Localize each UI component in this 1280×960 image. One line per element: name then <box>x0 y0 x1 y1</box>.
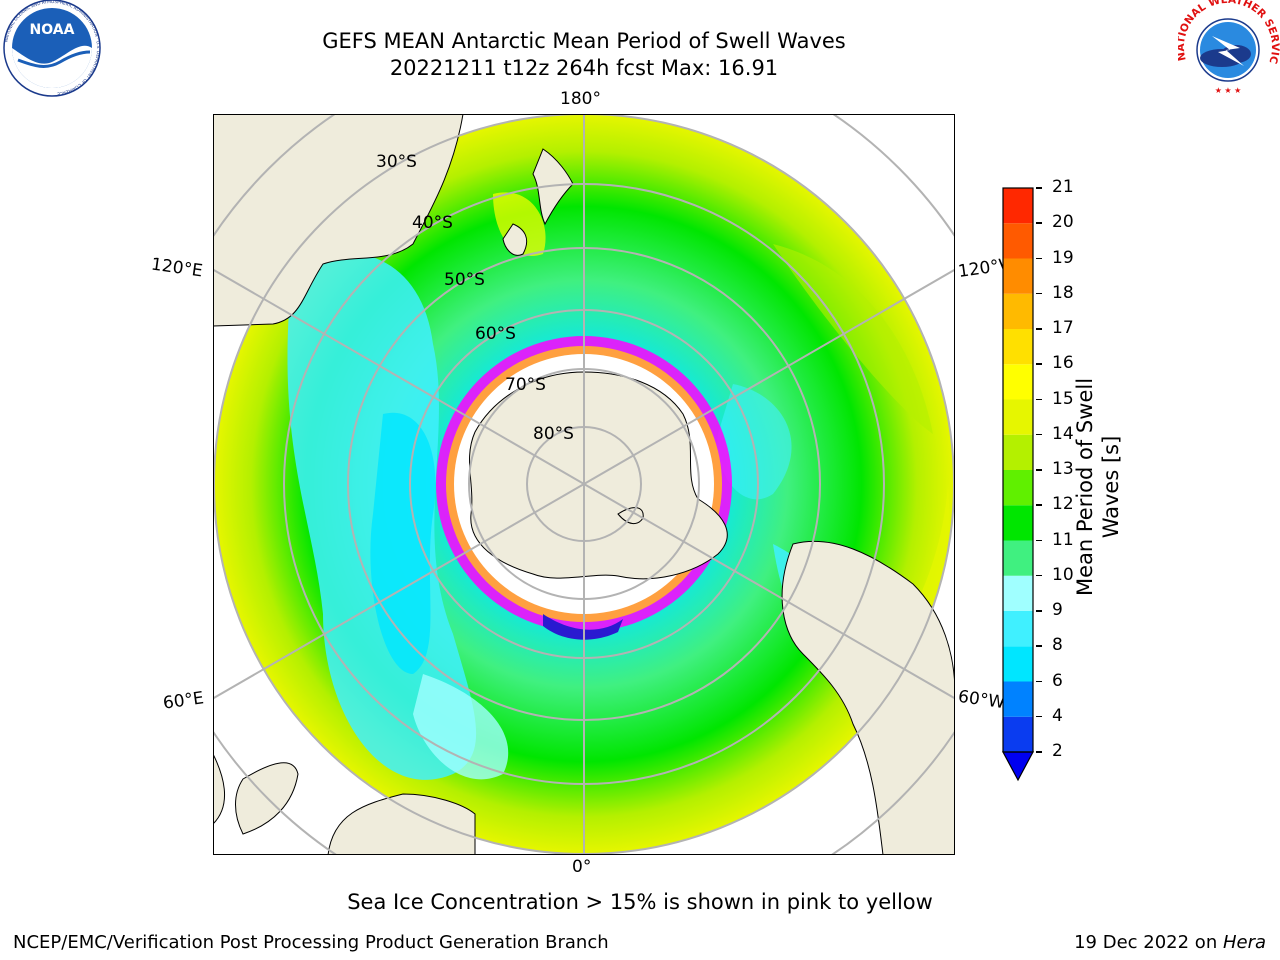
lat-label-30s: 30°S <box>376 152 417 172</box>
colorbar-tick-label: 21 <box>1052 177 1074 197</box>
colorbar-segment <box>1003 611 1033 647</box>
colorbar-tick-label: 11 <box>1052 529 1074 550</box>
colorbar-tick-label: 4 <box>1052 705 1063 726</box>
svg-text:★ ★ ★: ★ ★ ★ <box>1215 86 1242 95</box>
colorbar-segment <box>1003 540 1033 576</box>
lat-label-80s: 80°S <box>533 424 574 444</box>
lon-label-60w: 60°W <box>956 686 1007 714</box>
colorbar-tick-mark <box>1036 645 1042 647</box>
colorbar-tick-label: 9 <box>1052 600 1063 620</box>
colorbar-tick-label: 20 <box>1052 212 1074 233</box>
colorbar-tick-mark <box>1036 292 1042 295</box>
africa-land <box>327 793 476 855</box>
south-america-land <box>781 540 955 855</box>
colorbar-tick-mark <box>1036 363 1042 365</box>
footer-host: Hera <box>1222 932 1266 953</box>
colorbar-segment <box>1003 399 1033 435</box>
colorbar-segment <box>1003 364 1033 400</box>
noaa-logo-icon: NOAA NATIONAL OCEANIC AND ATMOSPHERIC AD… <box>3 0 101 97</box>
colorbar-segment <box>1003 716 1033 752</box>
colorbar-segment <box>1003 575 1033 611</box>
colorbar-tick-mark <box>1036 539 1042 541</box>
lat-label-50s: 50°S <box>444 270 485 290</box>
colorbar-tick-label: 13 <box>1052 459 1074 479</box>
colorbar-segment <box>1003 505 1033 541</box>
colorbar-tick-label: 14 <box>1052 423 1074 444</box>
colorbar-extend-triangle <box>1001 751 1035 782</box>
colorbar-segment <box>1003 329 1033 365</box>
lat-label-60s: 60°S <box>475 324 516 344</box>
colorbar-segment <box>1003 293 1033 329</box>
australia-land <box>213 114 464 327</box>
colorbar-tick-label: 6 <box>1052 670 1063 691</box>
colorbar-tick-mark <box>1036 187 1042 189</box>
colorbar-tick-label: 15 <box>1052 388 1074 409</box>
nws-logo-icon: NATIONAL WEATHER SERVICE ★ ★ ★ <box>1178 0 1280 95</box>
lon-label-180: 180° <box>560 89 601 109</box>
polar-map <box>213 114 955 855</box>
noaa-logo-text: NOAA <box>30 22 75 38</box>
colorbar-tick-mark <box>1036 433 1042 436</box>
colorbar-tick-mark <box>1036 574 1042 577</box>
colorbar-tick-label: 16 <box>1052 353 1074 374</box>
lat-label-40s: 40°S <box>412 213 453 233</box>
chart-title: GEFS MEAN Antarctic Mean Period of Swell… <box>322 29 846 53</box>
colorbar-label: Mean Period of Swell Waves [s] <box>1073 377 1123 597</box>
footer-credit: NCEP/EMC/Verification Post Processing Pr… <box>13 932 609 953</box>
colorbar-tick-mark <box>1036 222 1042 224</box>
colorbar-segment <box>1003 646 1033 682</box>
colorbar-tick-mark <box>1036 469 1042 471</box>
colorbar-tick-mark <box>1036 715 1042 718</box>
colorbar-segment <box>1003 470 1033 506</box>
colorbar-tick-mark <box>1036 751 1042 753</box>
colorbar-tick-label: 19 <box>1052 247 1074 268</box>
colorbar-tick-mark <box>1036 257 1042 259</box>
footer-date: 19 Dec 2022 on Hera <box>1074 932 1266 953</box>
colorbar-tick-label: 17 <box>1052 318 1074 338</box>
colorbar-segment <box>1003 434 1033 470</box>
colorbar-tick-label: 18 <box>1052 282 1074 303</box>
colorbar-tick-mark <box>1036 328 1042 330</box>
colorbar-segment <box>1003 681 1033 717</box>
colorbar-tick-mark <box>1036 398 1042 400</box>
colorbar-tick-mark <box>1036 680 1042 682</box>
colorbar-tick-label: 2 <box>1052 741 1063 761</box>
colorbar <box>1001 187 1035 782</box>
sea-ice-note: Sea Ice Concentration > 15% is shown in … <box>347 890 933 914</box>
footer-date-text: 19 Dec 2022 on <box>1074 932 1223 953</box>
chart-subtitle: 20221211 t12z 264h fcst Max: 16.91 <box>389 56 779 80</box>
lon-label-120e: 120°E <box>149 254 204 282</box>
colorbar-segment <box>1003 223 1033 259</box>
colorbar-tick-mark <box>1036 610 1042 612</box>
colorbar-tick-label: 12 <box>1052 494 1074 515</box>
lon-label-0: 0° <box>572 857 592 877</box>
colorbar-tick-mark <box>1036 504 1042 506</box>
colorbar-tick-label: 8 <box>1052 635 1063 656</box>
colorbar-tick-label: 10 <box>1052 564 1074 585</box>
lat-label-70s: 70°S <box>505 375 546 395</box>
colorbar-segment <box>1003 188 1033 224</box>
lon-label-60e: 60°E <box>161 688 206 714</box>
colorbar-segment <box>1003 258 1033 294</box>
